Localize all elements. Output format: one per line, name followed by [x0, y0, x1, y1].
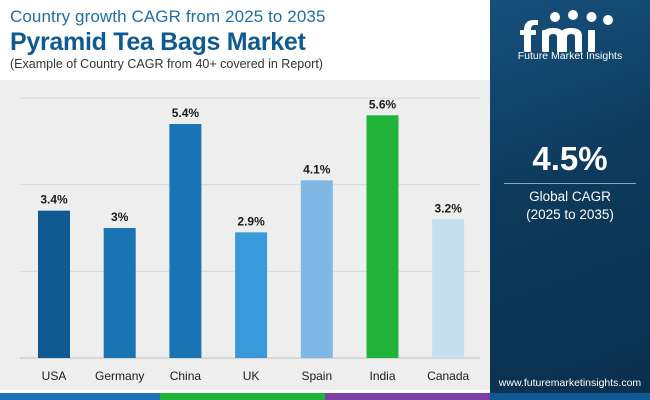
bar-spain — [300, 180, 333, 358]
x-tick-label: China — [170, 369, 202, 383]
brand-name: Future Market Insights — [517, 50, 623, 62]
data-label: 5.6% — [369, 97, 397, 111]
chart-area: 3.4% USA 3% Germany 5.4% China 2.9% UK 4.1% Spain… — [0, 80, 490, 390]
global-cagr-label: Global CAGR — [529, 189, 611, 204]
data-label: 2.9% — [237, 214, 265, 228]
x-tick-label: USA — [42, 369, 67, 383]
chart-title: Pyramid Tea Bags Market — [10, 28, 306, 56]
footer-segment — [160, 393, 325, 400]
chart-header: Country growth CAGR from 2025 to 2035 Py… — [0, 0, 490, 80]
data-label: 4.1% — [303, 162, 331, 176]
data-label: 3.4% — [40, 193, 68, 207]
global-cagr-value: 4.5% — [532, 140, 608, 177]
footer-segment — [490, 393, 650, 400]
website-link[interactable]: www.futuremarketinsights.com — [498, 377, 642, 389]
sidebar-panel: Future Market Insights 4.5% Global CAGR … — [490, 0, 650, 393]
footer-color-bar — [0, 393, 650, 400]
bar-china — [169, 124, 202, 358]
footer-segment — [325, 393, 490, 400]
bar-india — [366, 115, 399, 358]
x-tick-label: Canada — [427, 369, 469, 383]
x-tick-label: Spain — [301, 369, 332, 383]
data-label: 3% — [111, 210, 129, 224]
chart-subtitle: Country growth CAGR from 2025 to 2035 — [10, 7, 326, 26]
bar-uk — [235, 232, 268, 358]
x-tick-label: Germany — [95, 369, 144, 383]
x-tick-label: India — [369, 369, 395, 383]
sidebar-background — [490, 0, 650, 393]
fmi-logo-icon — [520, 10, 613, 52]
data-label: 5.4% — [172, 106, 200, 120]
footer-segment — [0, 393, 160, 400]
bar-germany — [103, 228, 136, 358]
sidebar-divider — [504, 183, 636, 184]
chart-note: (Example of Country CAGR from 40+ covere… — [10, 57, 323, 71]
data-label: 3.2% — [435, 201, 463, 215]
global-cagr-period: (2025 to 2035) — [526, 207, 614, 222]
bar-chart: 3.4% USA 3% Germany 5.4% China 2.9% UK 4.1% Spain… — [20, 97, 480, 383]
bar-canada — [432, 219, 465, 358]
x-tick-label: UK — [243, 369, 260, 383]
bar-usa — [38, 210, 70, 358]
